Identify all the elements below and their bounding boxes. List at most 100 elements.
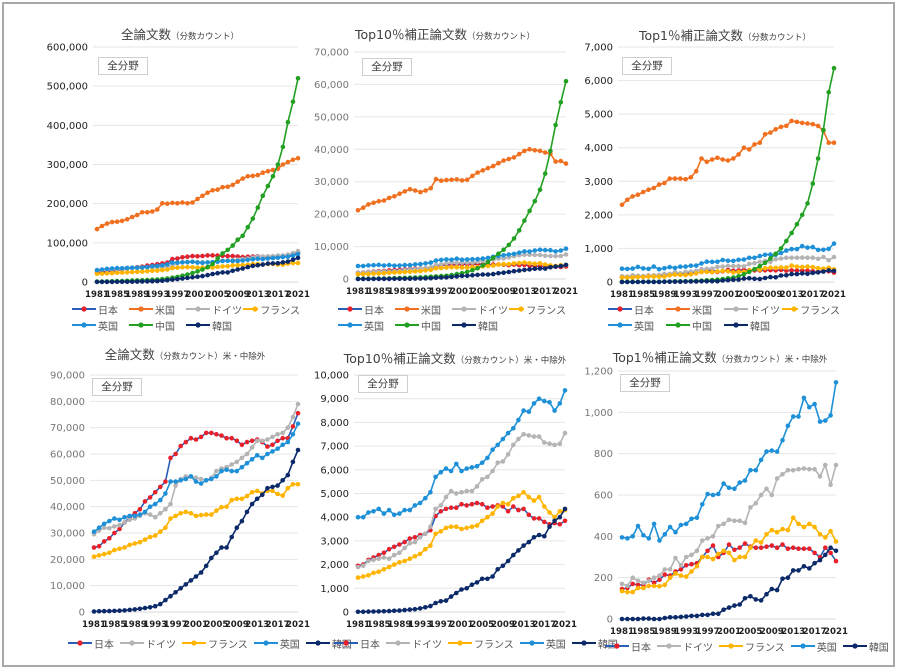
data-point — [150, 279, 155, 284]
data-point — [193, 513, 199, 519]
data-point — [688, 279, 694, 284]
legend-item-usa: 米国 — [666, 301, 724, 317]
series-france — [619, 263, 837, 280]
data-point — [699, 269, 704, 275]
data-point — [505, 452, 511, 457]
data-point — [225, 247, 230, 253]
data-point — [448, 488, 454, 494]
data-point — [280, 493, 286, 498]
data-point — [784, 265, 789, 270]
legend-swatch-icon — [509, 306, 525, 312]
data-point — [641, 616, 646, 621]
data-point — [449, 265, 454, 270]
data-point — [230, 182, 235, 188]
x-tick-label: 2001 — [186, 290, 210, 300]
y-tick-label: 0 — [607, 615, 613, 626]
data-point — [548, 265, 553, 270]
data-point — [774, 545, 780, 550]
data-point — [521, 432, 526, 437]
data-point — [746, 147, 752, 152]
legend-swatch-icon — [452, 322, 476, 328]
data-point — [704, 159, 710, 165]
data-point — [737, 602, 742, 607]
data-point — [527, 208, 532, 214]
data-point — [542, 247, 548, 253]
data-point — [407, 186, 413, 192]
data-point — [741, 272, 747, 277]
data-point — [625, 279, 630, 285]
data-point — [260, 438, 265, 444]
legend-item-korea: 韓国 — [452, 317, 509, 333]
data-point — [205, 190, 210, 195]
data-point — [285, 254, 291, 259]
data-point — [412, 535, 418, 540]
data-point — [817, 419, 823, 424]
legend-item-germany: ドイツ — [452, 301, 509, 317]
data-point — [774, 529, 780, 535]
data-point — [673, 555, 678, 561]
data-point — [789, 246, 794, 252]
data-point — [122, 608, 127, 613]
y-tick-label: 50,000 — [314, 112, 349, 123]
data-point — [522, 218, 527, 223]
data-point — [255, 172, 261, 178]
data-point — [239, 455, 245, 461]
data-point — [667, 264, 672, 270]
data-point — [704, 269, 710, 275]
legend-item-france: フランス — [448, 635, 514, 651]
data-point — [178, 478, 183, 483]
data-point — [490, 574, 495, 579]
x-tick-label: 2005 — [737, 290, 761, 300]
data-point — [104, 279, 110, 285]
data-point — [433, 258, 439, 263]
x-tick-label: 2001 — [717, 627, 741, 637]
data-point — [773, 265, 778, 271]
data-point — [444, 275, 449, 280]
x-tick-label: 2005 — [206, 290, 230, 300]
data-point — [522, 249, 527, 254]
data-point — [124, 265, 130, 271]
y-tick-label: 0 — [343, 608, 349, 619]
data-point — [562, 388, 568, 393]
data-point — [563, 246, 569, 251]
chart-legend: 日本 米国 ドイツ フランス 英国 中国 韓国 — [608, 301, 840, 333]
y-tick-label: 40,000 — [50, 502, 85, 513]
x-tick-label: 1985 — [367, 287, 391, 297]
x-tick-label: 1993 — [674, 290, 698, 300]
legend-item-china: 中国 — [395, 317, 452, 333]
data-point — [635, 264, 641, 270]
data-point — [160, 201, 165, 206]
data-point — [790, 545, 796, 550]
data-point — [91, 545, 97, 550]
data-point — [635, 274, 641, 280]
data-point — [195, 269, 200, 274]
legend-item-uk: 英国 — [338, 317, 395, 333]
data-point — [96, 543, 102, 549]
data-point — [630, 589, 635, 595]
data-point — [280, 254, 286, 260]
data-point — [548, 253, 553, 259]
data-point — [275, 491, 280, 497]
data-point — [812, 401, 817, 407]
data-point — [147, 534, 153, 540]
data-point — [710, 543, 716, 548]
data-point — [280, 435, 286, 441]
data-point — [235, 237, 240, 242]
data-point — [203, 430, 209, 436]
data-point — [290, 459, 296, 465]
legend-item-japan: 日本 — [334, 635, 380, 651]
data-point — [183, 476, 189, 482]
data-point — [778, 265, 784, 270]
data-point — [657, 573, 662, 578]
data-point — [139, 279, 145, 284]
data-point — [180, 254, 185, 260]
legend-swatch-icon — [657, 643, 681, 649]
y-tick-label: 500,000 — [47, 82, 88, 93]
y-tick-label: 4,000 — [320, 513, 349, 524]
data-point — [117, 546, 122, 552]
chart-legend: 日本 ドイツ フランス 英国 韓国 — [605, 638, 895, 654]
data-point — [376, 556, 382, 561]
data-point — [552, 518, 557, 524]
y-tick-label: 200 — [594, 573, 613, 584]
data-point — [774, 476, 780, 481]
